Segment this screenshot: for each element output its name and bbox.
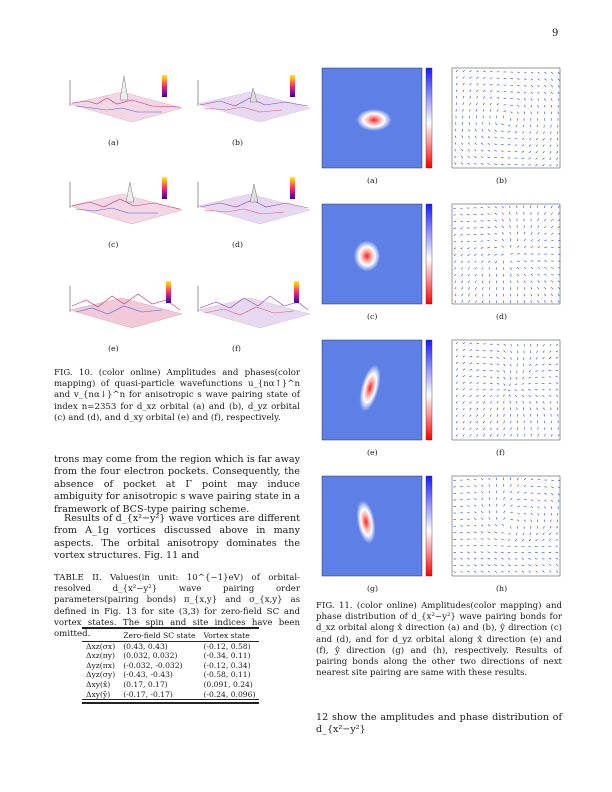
fig11-label: (b): [496, 176, 508, 185]
fig10-caption: FIG. 10. (color online) Amplitudes and p…: [54, 368, 300, 423]
page-number: 9: [552, 28, 559, 39]
fig10-panel-b: (b): [190, 70, 318, 147]
table-cell: (-0.12, 0.34): [203, 660, 251, 670]
table-row: Δyz(σy) (-0.43, -0.43) (-0.58, 0.11): [82, 670, 259, 680]
fig11: (a) (b) (c) (d) (e) (f) (g) (h): [312, 52, 574, 593]
table-cell: (-0.12, 0.58): [203, 641, 251, 651]
fig11-label: (g): [367, 584, 379, 593]
vector-field-plot: [451, 339, 561, 441]
table-row: Δxy(ŷ) (-0.17, -0.17) (-0.24, 0.096): [82, 689, 260, 701]
vector-field-plot: [451, 203, 561, 305]
table-cell: Δyz(πx): [86, 660, 115, 670]
heatmap-plot: [321, 339, 433, 441]
fig10-label-d: (d): [232, 240, 244, 249]
table-cell: (-0.58, 0.11): [203, 670, 251, 680]
surface-plot: [69, 75, 183, 123]
table-cell: (-0.17, -0.17): [119, 689, 200, 701]
table2-caption: TABLE II. Values(in unit: 10^{−1}eV) of …: [54, 573, 300, 640]
fig11-caption: FIG. 11. (color online) Amplitudes(color…: [316, 601, 562, 679]
table2: Zero-field SC state Vortex state Δxz(σx)…: [82, 627, 260, 705]
table-row: Δyz(πx) (-0.032, -0.032) (-0.12, 0.34): [82, 661, 259, 671]
heatmap-plot: [321, 203, 433, 305]
fig10-panel-e: (e): [62, 276, 190, 353]
table-cell: Δyz(σy): [86, 670, 116, 680]
table-cell: Δxz(πy): [86, 651, 115, 661]
table-cell: (0.091, 0.24): [203, 679, 253, 689]
table-cell: (0.43, 0.43): [123, 641, 168, 651]
fig10-label-f: (f): [232, 344, 241, 353]
fig10-panel-a: (a): [62, 70, 190, 147]
body-left-paragraph-2: Results of d_{x²−y²} wave vortices are d…: [54, 513, 300, 562]
body-left-paragraph-1: trons may come from the region which is …: [54, 454, 300, 515]
table-header-row: Zero-field SC state Vortex state: [82, 631, 260, 642]
surface-plot: [197, 75, 311, 123]
body-right-paragraph-1: 12 show the amplitudes and phase distrib…: [316, 712, 562, 736]
fig11-label: (h): [496, 584, 508, 593]
heatmap-plot: [321, 475, 433, 577]
vector-field-plot: [451, 67, 561, 169]
fig11-label: (e): [367, 448, 378, 457]
table-cell: Δxz(σx): [86, 641, 116, 651]
table-row: Δxz(πy) (0.032, 0.032) (-0.34, 0.11): [82, 651, 259, 661]
table-cell: Δxy(x̂): [86, 679, 111, 689]
fig10-panel-d: (d): [190, 172, 318, 249]
table-cell: (0.17, 0.17): [123, 679, 168, 689]
table-cell: Δxy(ŷ): [82, 689, 120, 701]
surface-plot: [69, 281, 183, 329]
table-cell: (-0.032, -0.032): [123, 660, 183, 670]
fig11-label: (d): [496, 312, 508, 321]
fig11-label: (f): [496, 448, 505, 457]
surface-plot: [197, 281, 311, 329]
table2-grid: Zero-field SC state Vortex state Δxz(σx)…: [82, 631, 260, 701]
table-header: Zero-field SC state: [119, 631, 200, 642]
table-cell: (-0.24, 0.096): [199, 689, 260, 701]
fig10-panel-c: (c): [62, 172, 190, 249]
table-row: Δxz(σx) (0.43, 0.43) (-0.12, 0.58): [82, 641, 259, 651]
fig10-panel-f: (f): [190, 276, 318, 353]
table-cell: (-0.34, 0.11): [203, 651, 251, 661]
table-cell: (0.032, 0.032): [123, 651, 178, 661]
fig10-label-a: (a): [108, 138, 119, 147]
heatmap-plot: [321, 67, 433, 169]
surface-plot: [69, 177, 183, 225]
table-row: Δxy(x̂) (0.17, 0.17) (0.091, 0.24): [82, 680, 259, 690]
table-header: Vortex state: [199, 631, 260, 642]
fig10-label-b: (b): [232, 138, 244, 147]
fig10-label-c: (c): [108, 240, 119, 249]
fig11-label: (c): [367, 312, 378, 321]
table-header: [82, 631, 120, 642]
fig10-label-e: (e): [108, 344, 119, 353]
vector-field-plot: [451, 475, 561, 577]
surface-plot: [197, 177, 311, 225]
fig11-label: (a): [367, 176, 378, 185]
table-cell: (-0.43, -0.43): [123, 670, 173, 680]
